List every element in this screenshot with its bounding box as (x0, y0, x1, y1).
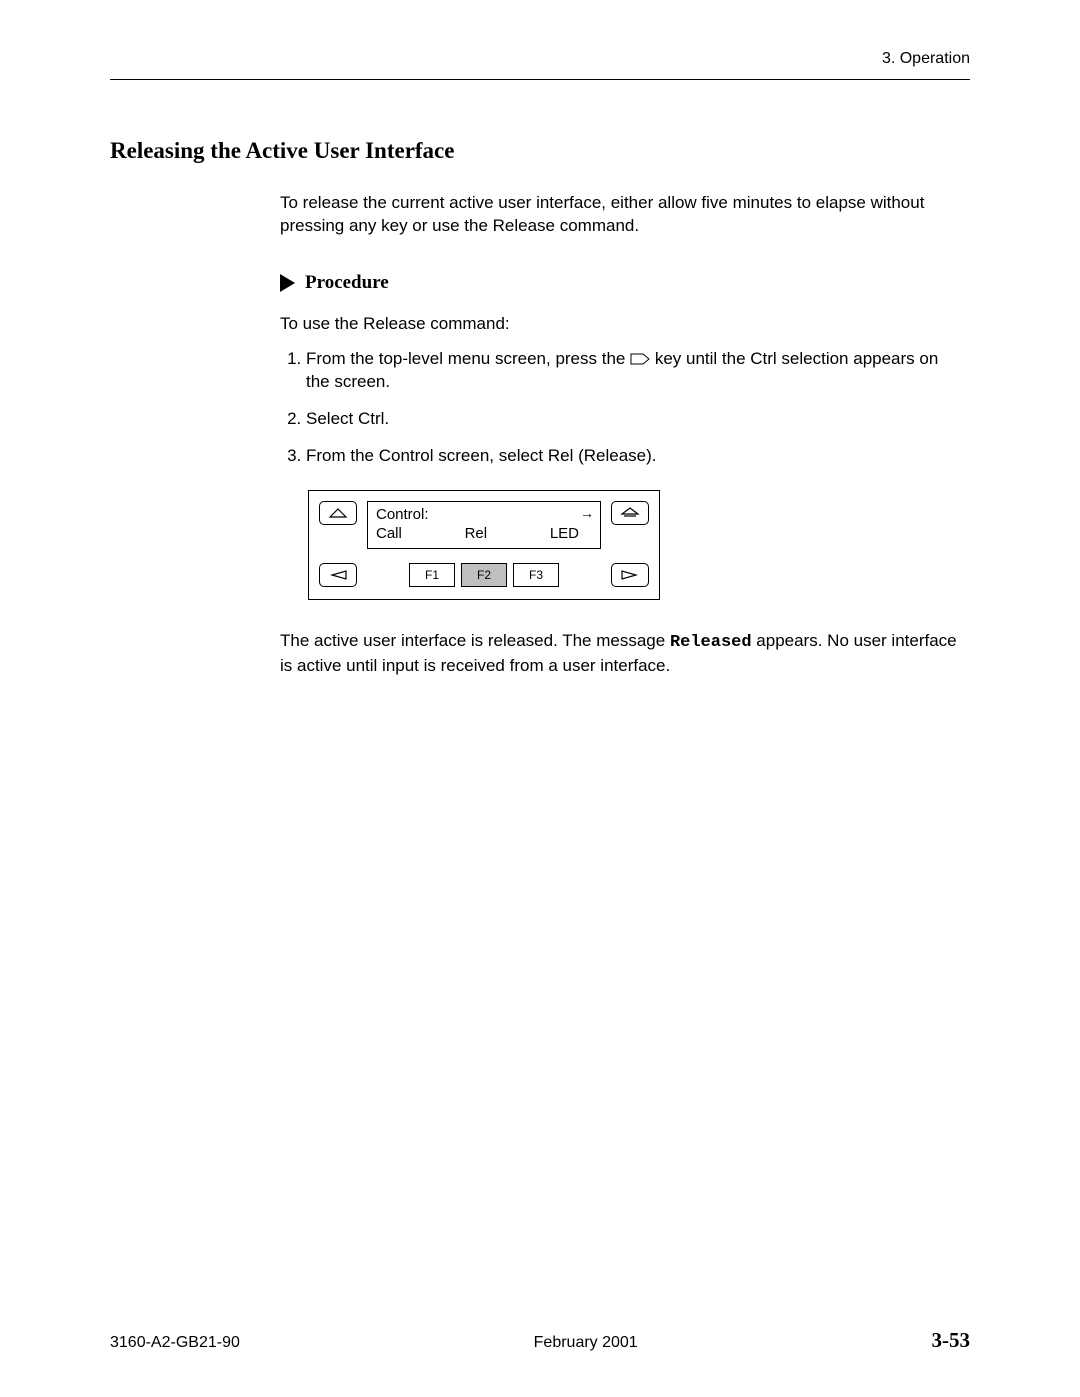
footer-docnum: 3160-A2-GB21-90 (110, 1334, 240, 1352)
chapter-label: 3. Operation (882, 50, 970, 67)
result-prefix: The active user interface is released. T… (280, 631, 670, 650)
right-key-icon (630, 353, 650, 365)
lcd-title: Control: (376, 506, 592, 523)
document-page: 3. Operation Releasing the Active User I… (0, 0, 1080, 1397)
exit-house-icon (620, 506, 640, 520)
lcd-option-led: LED (550, 525, 579, 542)
footer-page-number: 3-53 (931, 1328, 970, 1353)
f3-key[interactable]: F3 (513, 563, 559, 587)
step-3: From the Control screen, select Rel (Rel… (306, 445, 960, 468)
play-triangle-icon (280, 274, 295, 292)
result-code: Released (670, 633, 752, 652)
intro-paragraph: To release the current active user inter… (280, 192, 960, 238)
procedure-heading-row: Procedure (280, 272, 960, 294)
panel-bottom-row: F1 F2 F3 (319, 563, 649, 587)
left-button[interactable] (319, 563, 357, 587)
up-button[interactable] (319, 501, 357, 525)
f2-key[interactable]: F2 (461, 563, 507, 587)
procedure-steps: From the top-level menu screen, press th… (280, 348, 960, 468)
lcd-option-call: Call (376, 525, 402, 542)
lcd-more-arrow-icon: → (580, 505, 594, 521)
device-panel-illustration: → Control: Call Rel LED (308, 490, 660, 600)
exit-button[interactable] (611, 501, 649, 525)
page-header: 3. Operation (110, 50, 970, 80)
step-1-text-a: From the top-level menu screen, press th… (306, 349, 630, 368)
procedure-heading: Procedure (305, 272, 389, 294)
lcd-options-row: Call Rel LED (376, 525, 579, 542)
right-triangle-icon (620, 569, 640, 581)
section-heading: Releasing the Active User Interface (110, 138, 970, 164)
left-triangle-icon (328, 569, 348, 581)
footer-date: February 2001 (534, 1334, 638, 1352)
function-keys-row: F1 F2 F3 (367, 563, 601, 587)
step-1: From the top-level menu screen, press th… (306, 348, 960, 394)
procedure-intro: To use the Release command: (280, 314, 960, 334)
result-paragraph: The active user interface is released. T… (280, 630, 960, 678)
lcd-screen: → Control: Call Rel LED (367, 501, 601, 549)
lcd-option-rel: Rel (465, 525, 488, 542)
panel-top-row: → Control: Call Rel LED (319, 501, 649, 549)
up-triangle-icon (328, 507, 348, 519)
body-column: To release the current active user inter… (280, 192, 960, 678)
right-button[interactable] (611, 563, 649, 587)
page-footer: 3160-A2-GB21-90 February 2001 3-53 (110, 1328, 970, 1353)
step-2: Select Ctrl. (306, 408, 960, 431)
f1-key[interactable]: F1 (409, 563, 455, 587)
